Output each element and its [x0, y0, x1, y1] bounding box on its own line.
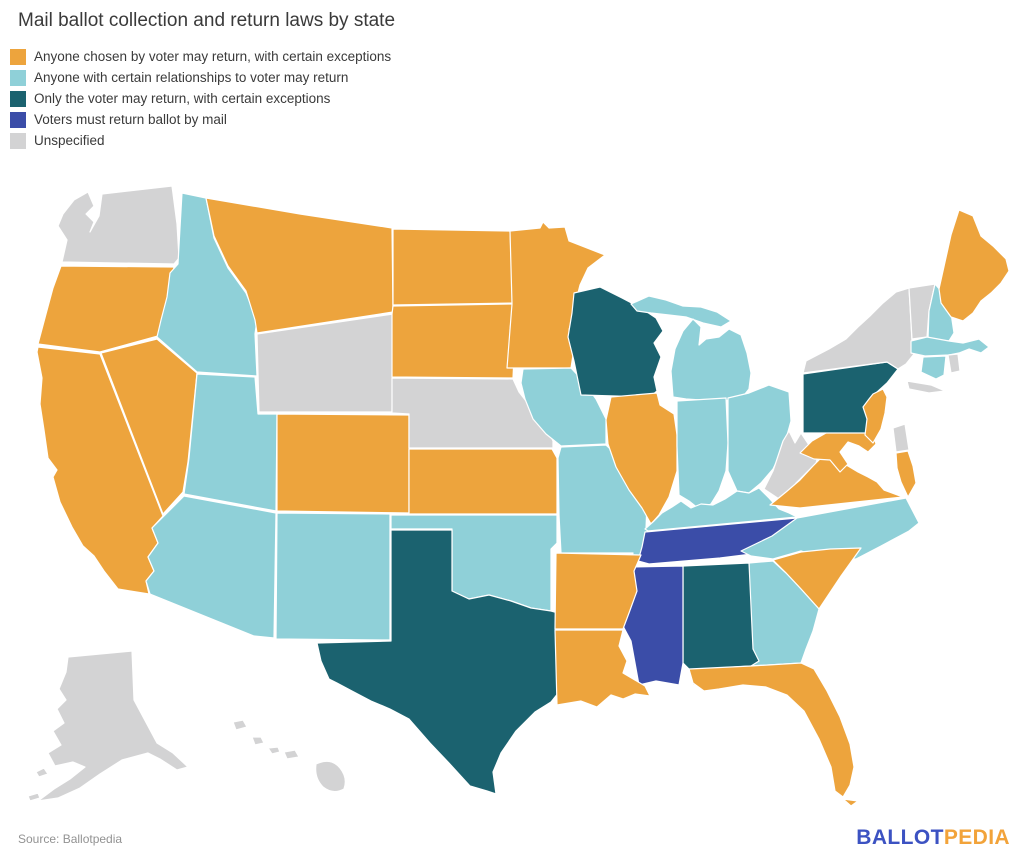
legend-item: Anyone chosen by voter may return, with … [10, 46, 391, 67]
state-minnesota [506, 221, 606, 369]
legend-swatch-only-voter [10, 90, 26, 107]
state-nebraska [391, 377, 554, 449]
state-kentucky [644, 487, 798, 532]
state-washington [57, 185, 180, 265]
logo-text-primary: BALLOT [856, 826, 944, 849]
page-title: Mail ballot collection and return laws b… [18, 10, 396, 31]
state-alaska [27, 650, 189, 802]
state-indiana [676, 397, 729, 510]
source-attribution: Source: Ballotpedia [18, 832, 123, 846]
legend-label: Anyone chosen by voter may return, with … [34, 49, 392, 64]
state-new-mexico [275, 512, 391, 641]
state-illinois [605, 392, 678, 525]
state-delaware [892, 423, 910, 453]
state-arkansas [554, 552, 642, 630]
legend-swatch-relationships [10, 69, 26, 86]
state-ohio [727, 384, 792, 494]
state-wisconsin [567, 286, 664, 398]
state-new-york [802, 287, 946, 394]
state-louisiana [554, 629, 651, 708]
state-idaho [156, 192, 258, 377]
state-hawaii [232, 719, 346, 793]
legend-label: Anyone with certain relationships to vot… [34, 70, 349, 85]
legend: Anyone chosen by voter may return, with … [10, 46, 391, 151]
state-virginia [769, 450, 917, 509]
state-connecticut [920, 355, 947, 380]
state-texas [316, 529, 569, 795]
legend-label: Only the voter may return, with certain … [34, 91, 331, 106]
state-maine [938, 209, 1010, 322]
state-new-jersey [862, 388, 888, 444]
state-rhode-island [947, 353, 961, 374]
state-arizona [145, 495, 277, 639]
legend-item: Voters must return ballot by mail [10, 109, 391, 130]
state-north-dakota [392, 228, 514, 306]
ballotpedia-logo: BALLOTPEDIA [856, 826, 1010, 850]
logo-text-secondary: PEDIA [943, 826, 1010, 849]
legend-label: Unspecified [34, 133, 105, 148]
state-massachusetts [910, 336, 990, 357]
legend-item: Unspecified [10, 130, 391, 151]
legend-swatch-anyone-chosen [10, 48, 26, 65]
legend-swatch-unspecified [10, 132, 26, 149]
state-south-dakota [391, 303, 515, 379]
state-colorado [276, 413, 410, 514]
state-kansas [408, 448, 558, 515]
legend-item: Anyone with certain relationships to vot… [10, 67, 391, 88]
state-oregon [37, 265, 175, 353]
state-montana [205, 197, 394, 334]
legend-swatch-must-mail [10, 111, 26, 128]
legend-item: Only the voter may return, with certain … [10, 88, 391, 109]
legend-label: Voters must return ballot by mail [34, 112, 227, 127]
state-north-carolina [740, 497, 920, 562]
state-florida [688, 662, 859, 807]
